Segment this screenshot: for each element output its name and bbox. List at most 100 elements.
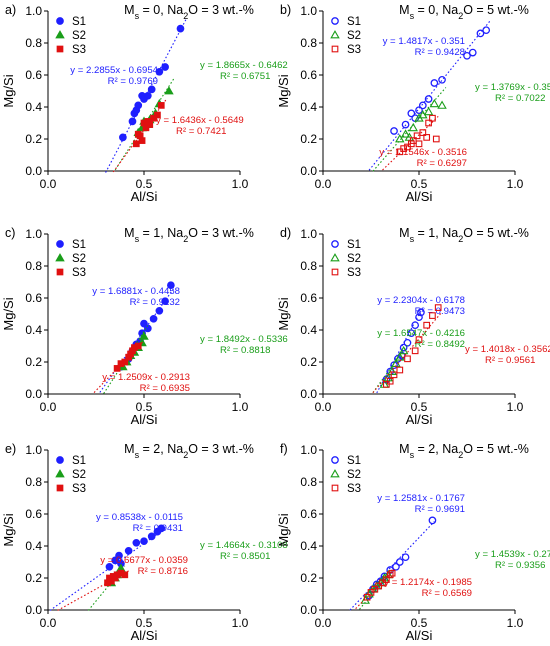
- data-point-s3: [425, 119, 432, 127]
- fit-equation-s1: y = 1.2581x - 0.1767: [377, 493, 465, 504]
- fit-r2-s3: R² = 0.6935: [140, 383, 190, 394]
- x-axis-label: Al/Si: [406, 412, 433, 427]
- data-point-s1: [119, 133, 127, 142]
- data-point-s3: [154, 111, 161, 119]
- data-point-s1: [176, 24, 185, 33]
- legend-marker-s3: [331, 484, 339, 492]
- data-point-s1: [415, 313, 423, 322]
- y-axis-label: Mg/Si: [276, 513, 291, 546]
- y-axis-label: Mg/Si: [1, 297, 16, 330]
- y-tick-label: 0.4: [300, 323, 317, 337]
- data-point-s1: [482, 26, 491, 35]
- data-point-s3: [390, 371, 398, 379]
- panel-title: Ms = 2, Na2O = 3 wt.-%: [124, 442, 254, 460]
- data-point-s1: [390, 127, 398, 135]
- y-tick-label: 0.4: [25, 100, 42, 114]
- y-tick-label: 1.0: [300, 443, 317, 457]
- fit-r2-s2: R² = 0.8492: [415, 339, 465, 350]
- data-point-s1: [417, 308, 425, 317]
- data-point-s3: [383, 576, 390, 583]
- data-point-s2: [395, 134, 405, 143]
- chart-panel-c: 0.0 0.2 0.4 0.6 0.8 1.0 0.0 0.5 1.0 Al/Si Mg/Si c) M…: [1, 226, 288, 427]
- legend-marker-s1: [56, 17, 64, 25]
- fit-r2-s2: R² = 0.8818: [220, 345, 270, 356]
- data-point-s1: [155, 306, 164, 315]
- y-tick-label: 0.8: [300, 475, 317, 489]
- legend-label-s2: S2: [347, 30, 361, 42]
- data-point-s1: [143, 91, 152, 100]
- fit-equation-s2: y = 1.8492x - 0.5336: [200, 334, 288, 345]
- data-point-s1: [430, 79, 439, 87]
- panel-title: Ms = 2, Na2O = 5 wt.-%: [399, 442, 529, 460]
- legend-label-s1: S1: [72, 239, 86, 251]
- data-point-s2: [164, 86, 174, 95]
- data-point-s2: [429, 98, 440, 108]
- fit-r2-s1: R² = 0.9431: [133, 523, 183, 534]
- legend-label-s3: S3: [347, 267, 361, 279]
- data-point-s3: [138, 137, 146, 144]
- fit-r2-s1: R² = 0.9691: [415, 504, 465, 515]
- data-point-s1: [115, 551, 123, 560]
- data-point-s1: [428, 516, 437, 525]
- data-point-s1: [147, 532, 156, 541]
- x-tick-label: 0.0: [315, 400, 332, 414]
- data-point-s3: [432, 135, 440, 143]
- fit-r2-s1: R² = 0.9428: [415, 47, 465, 58]
- data-point-s2: [387, 366, 397, 376]
- y-axis-label: Mg/Si: [1, 74, 16, 107]
- data-point-s3: [132, 140, 140, 148]
- data-point-s1: [105, 562, 114, 571]
- legend-label-s1: S1: [347, 16, 361, 28]
- data-point-s2: [423, 106, 434, 116]
- panel-label: d): [280, 226, 291, 240]
- legend-marker-s1: [56, 456, 64, 464]
- trendline-s2: [114, 76, 176, 171]
- data-point-s3: [415, 140, 423, 148]
- data-point-s3: [363, 593, 371, 601]
- y-tick-label: 0.2: [300, 355, 317, 369]
- legend-label-s2: S2: [72, 469, 86, 481]
- data-point-s3: [419, 129, 427, 136]
- y-tick-label: 0.0: [300, 387, 317, 401]
- y-tick-label: 0.2: [25, 132, 42, 146]
- data-point-s1: [157, 524, 166, 533]
- fit-equation-s2: y = 1.4539x - 0.2719: [475, 549, 550, 560]
- data-point-s3: [429, 114, 436, 122]
- data-point-s1: [134, 101, 143, 110]
- data-point-s1: [132, 538, 141, 547]
- data-point-s1: [149, 314, 158, 323]
- x-tick-label: 1.0: [507, 616, 524, 630]
- x-tick-label: 0.5: [136, 400, 153, 414]
- y-tick-label: 0.8: [300, 259, 317, 273]
- y-axis-label: Mg/Si: [276, 297, 291, 330]
- y-tick-label: 0.2: [25, 571, 42, 585]
- y-tick-label: 0.4: [300, 539, 317, 553]
- data-point-s3: [134, 342, 142, 350]
- data-point-s1: [407, 329, 416, 338]
- data-point-s1: [382, 375, 391, 384]
- y-tick-label: 0.0: [25, 603, 42, 617]
- data-point-s3: [400, 145, 407, 152]
- fit-r2-s2: R² = 0.7022: [495, 93, 545, 104]
- legend-marker-s1: [56, 240, 64, 248]
- data-point-s1: [395, 558, 404, 566]
- data-point-s1: [438, 75, 446, 84]
- legend-label-s2: S2: [72, 30, 86, 42]
- data-point-s3: [121, 571, 129, 579]
- data-point-s3: [415, 336, 423, 343]
- fit-r2-s1: R² = 0.9769: [108, 76, 158, 87]
- data-point-s3: [411, 347, 419, 355]
- data-point-s3: [121, 358, 129, 366]
- fit-equation-s2: y = 1.3769x - 0.3592: [475, 82, 550, 93]
- y-tick-label: 0.6: [25, 68, 42, 82]
- trendline-s3: [93, 340, 145, 393]
- data-point-s1: [401, 120, 410, 129]
- fit-r2-s3: R² = 0.6297: [417, 158, 467, 169]
- fit-equation-s1: y = 0.8538x - 0.0115: [96, 512, 183, 523]
- x-tick-label: 1.0: [507, 400, 524, 414]
- fit-equation-s3: y = 1.1546x - 0.3516: [379, 147, 467, 158]
- y-tick-label: 0.4: [25, 539, 42, 553]
- panel-label: f): [280, 442, 288, 456]
- legend-label-s3: S3: [72, 44, 86, 56]
- data-point-s1: [424, 95, 433, 103]
